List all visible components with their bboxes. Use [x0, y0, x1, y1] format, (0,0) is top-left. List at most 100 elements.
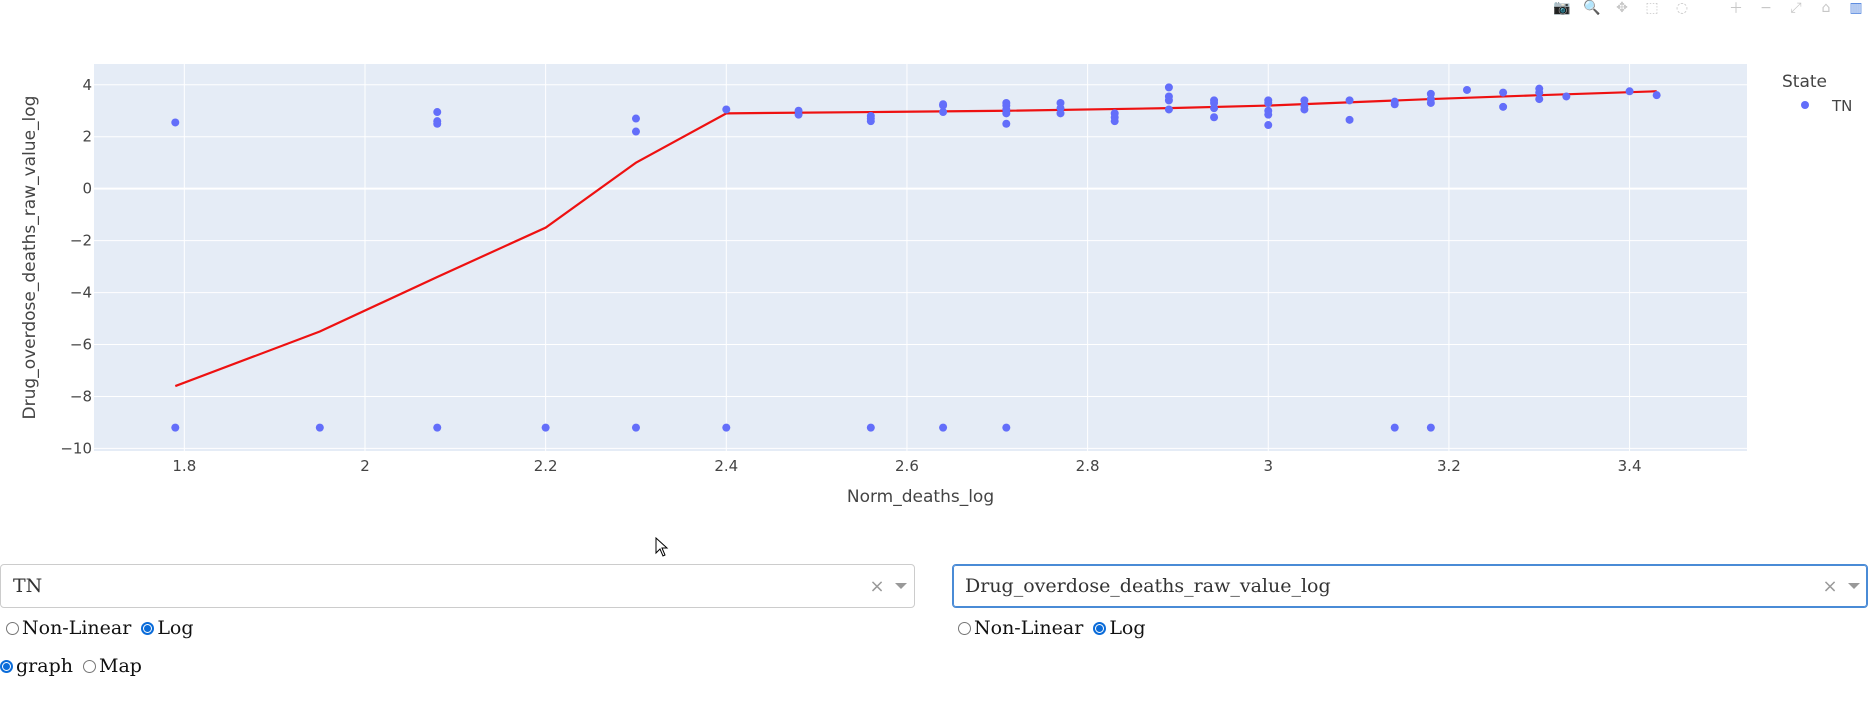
data-point: [1002, 423, 1011, 432]
data-point: [939, 101, 948, 110]
data-point: [433, 119, 442, 128]
data-point: [315, 423, 324, 432]
y-tick-label: 2: [82, 128, 92, 146]
x-tick-label: 2.4: [714, 457, 738, 475]
data-point: [631, 114, 640, 123]
y-tick-label: −2: [70, 232, 92, 250]
lasso-icon[interactable]: ◌: [1675, 0, 1689, 16]
data-point: [1164, 105, 1173, 114]
state-clear-icon[interactable]: ×: [869, 575, 885, 597]
data-point: [1210, 104, 1219, 113]
view-radio-group: graph Map: [0, 655, 146, 677]
y-tick-label: −4: [70, 284, 92, 302]
zoom-in-icon[interactable]: ＋: [1729, 1, 1743, 17]
y-tick-label: −6: [70, 336, 92, 354]
mouse-cursor-icon: [655, 537, 669, 557]
data-point: [794, 110, 803, 119]
data-point: [631, 127, 640, 136]
x-tick-label: 2.6: [895, 457, 919, 475]
graph-radio[interactable]: [0, 659, 13, 673]
data-point: [1110, 117, 1119, 126]
data-point: [1345, 115, 1354, 124]
data-point: [722, 105, 731, 114]
left-scale-radio-group: Non-Linear Log: [0, 617, 198, 639]
variable-dropdown-value: Drug_overdose_deaths_raw_value_log: [965, 575, 1331, 597]
chevron-down-icon[interactable]: [1841, 583, 1867, 589]
left-nonlinear-radio[interactable]: [6, 621, 19, 635]
data-point: [1625, 87, 1634, 96]
right-nonlinear-label: Non-Linear: [974, 617, 1084, 639]
x-tick-label: 3.2: [1437, 457, 1461, 475]
data-point: [541, 423, 550, 432]
data-point: [631, 423, 640, 432]
y-tick-label: 0: [82, 180, 92, 198]
graph-label: graph: [16, 655, 73, 677]
data-point: [939, 423, 948, 432]
state-dropdown-value: TN: [13, 575, 43, 597]
left-nonlinear-label: Non-Linear: [22, 617, 132, 639]
y-tick-label: 4: [82, 76, 92, 94]
x-tick-label: 2.2: [534, 457, 558, 475]
data-point: [939, 108, 948, 117]
data-point: [433, 423, 442, 432]
map-radio[interactable]: [82, 659, 96, 673]
data-point: [1264, 110, 1273, 119]
x-tick-label: 3: [1263, 457, 1273, 475]
x-tick-label: 2: [360, 457, 370, 475]
state-dropdown[interactable]: TN ×: [0, 564, 915, 608]
box-select-icon[interactable]: ⬚: [1645, 0, 1659, 16]
left-log-label: Log: [157, 617, 194, 639]
zoom-out-icon[interactable]: −: [1760, 0, 1772, 16]
map-label: Map: [98, 655, 142, 677]
left-log-radio[interactable]: [141, 621, 155, 635]
x-axis-title: Norm_deaths_log: [847, 487, 994, 507]
right-log-radio[interactable]: [1093, 621, 1107, 635]
data-point: [1164, 83, 1173, 92]
camera-icon[interactable]: 📷: [1553, 0, 1571, 16]
y-axis-title: Drug_overdose_deaths_raw_value_log: [20, 96, 40, 420]
data-point: [1562, 92, 1571, 101]
reset-axes-icon[interactable]: ⌂: [1821, 0, 1831, 16]
data-point: [722, 423, 731, 432]
autoscale-icon[interactable]: ⤢: [1790, 0, 1802, 16]
plot-background: [94, 64, 1747, 451]
chevron-down-icon[interactable]: [888, 583, 914, 589]
data-point: [1300, 105, 1309, 114]
data-point: [171, 118, 180, 127]
variable-clear-icon[interactable]: ×: [1822, 575, 1838, 597]
data-point: [1535, 88, 1544, 97]
data-point: [1164, 96, 1173, 105]
chart-svg[interactable]: 1.8 2 2.2 2.4 2.6 2.8 3 3.2 3.4 4 2 0 −2 −4 −6 −8 −10 Nor…: [0, 0, 1876, 520]
x-tick-label: 2.8: [1076, 457, 1100, 475]
data-point: [1426, 98, 1435, 107]
variable-dropdown[interactable]: Drug_overdose_deaths_raw_value_log ×: [952, 564, 1868, 608]
data-point: [1210, 113, 1219, 122]
right-nonlinear-radio[interactable]: [958, 621, 971, 635]
plotly-logo-icon[interactable]: ▥: [1849, 0, 1863, 16]
data-point: [866, 117, 875, 126]
data-point: [1462, 85, 1471, 94]
legend-entry-tn: TN: [1831, 97, 1852, 115]
zoom-icon[interactable]: 🔍: [1583, 0, 1601, 16]
modebar: 📷 🔍 ✥ ⬚ ◌ ＋ − ⤢ ⌂ ▥: [1552, 0, 1866, 17]
data-point: [866, 423, 875, 432]
data-point: [1056, 109, 1065, 118]
data-point: [171, 423, 180, 432]
data-point: [1535, 95, 1544, 104]
legend-marker: [1801, 101, 1809, 109]
x-tick-label: 3.4: [1618, 457, 1642, 475]
data-point: [1390, 423, 1399, 432]
data-point: [1264, 121, 1273, 130]
scatter-plot[interactable]: 1.8 2 2.2 2.4 2.6 2.8 3 3.2 3.4 4 2 0 −2 −4 −6 −8 −10 Nor…: [0, 0, 1876, 520]
data-point: [1426, 423, 1435, 432]
data-point: [1002, 109, 1011, 118]
data-point: [1002, 119, 1011, 128]
y-tick-label: −10: [60, 439, 92, 457]
data-point: [1390, 100, 1399, 109]
right-scale-radio-group: Non-Linear Log: [952, 617, 1150, 639]
x-tick-label: 1.8: [172, 457, 196, 475]
data-point: [1499, 88, 1508, 97]
y-tick-label: −8: [70, 387, 92, 405]
pan-icon[interactable]: ✥: [1616, 0, 1628, 16]
right-log-label: Log: [1109, 617, 1146, 639]
